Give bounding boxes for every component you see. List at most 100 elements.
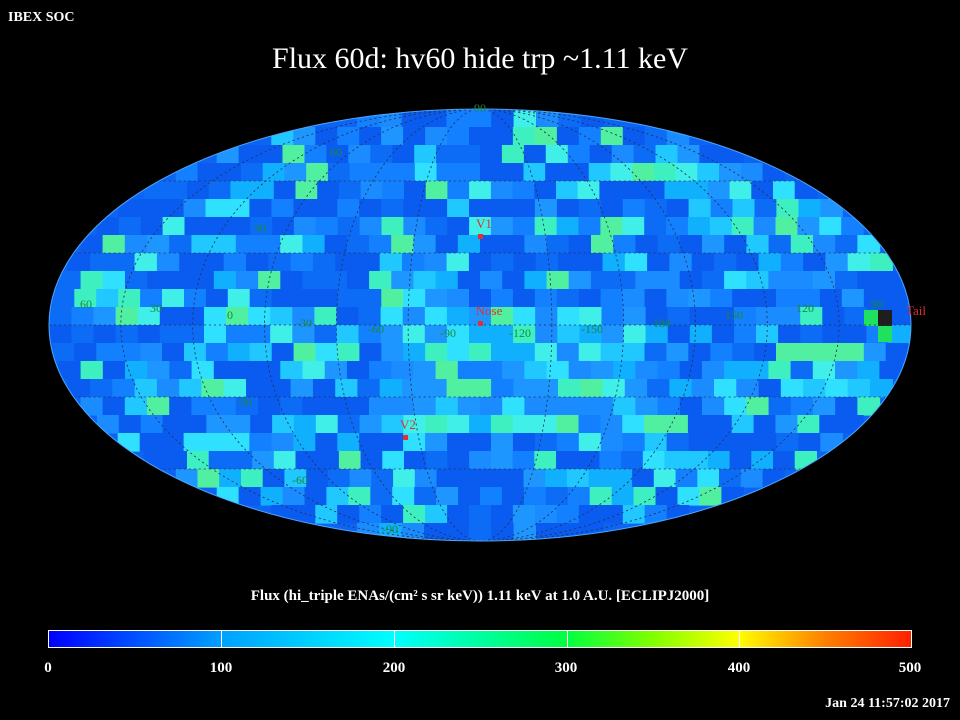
flux-pixel [337, 127, 360, 146]
flux-pixel [724, 361, 747, 380]
flux-pixel [293, 505, 316, 524]
flux-pixel [879, 271, 903, 290]
v2-marker [403, 435, 408, 440]
flux-pixel [622, 199, 646, 218]
flux-pixel [270, 325, 293, 344]
flux-pixel [162, 343, 185, 362]
flux-pixel [490, 415, 514, 434]
flux-pixel [664, 181, 687, 200]
flux-pixel [557, 325, 580, 344]
flux-pixel [380, 307, 404, 326]
flux-pixel [740, 163, 764, 182]
lat-label-30: 30 [254, 221, 266, 235]
flux-pixel [447, 127, 470, 146]
flux-pixel [863, 289, 887, 308]
flux-pixel [270, 307, 293, 326]
flux-pixel [183, 433, 207, 452]
flux-pixel [175, 163, 199, 182]
flux-pixel [216, 145, 240, 164]
flux-pixel [425, 127, 448, 146]
flux-pixel [295, 181, 318, 200]
flux-pixel [125, 271, 148, 290]
flux-pixel [140, 217, 164, 236]
flux-pixel [513, 253, 537, 272]
flux-pixel [556, 415, 580, 434]
flux-pixel [403, 199, 426, 218]
flux-pixel [642, 181, 666, 200]
flux-pixel [558, 379, 581, 398]
flux-pixel [315, 289, 338, 308]
flux-pixel [93, 307, 117, 326]
flux-pixel [147, 397, 170, 416]
flux-pixel [161, 433, 185, 452]
lat-label-minus60: -60 [292, 473, 308, 487]
colorbar-tick-300: 300 [554, 660, 578, 676]
meridian-line [407, 109, 553, 541]
flux-pixel [611, 145, 635, 164]
flux-pixel [502, 361, 525, 380]
flux-pixel [357, 253, 381, 272]
flux-pixel [491, 127, 514, 146]
flux-pixel [249, 343, 273, 362]
flux-pixel [566, 163, 590, 182]
lat-label-60-left: 60 [80, 297, 92, 311]
flux-pixel [610, 163, 633, 182]
flux-pixel [578, 289, 602, 308]
flux-pixel [545, 487, 569, 506]
flux-pixel [380, 325, 404, 344]
flux-pixel [469, 433, 492, 452]
flux-pixel [480, 163, 503, 182]
flux-pixel [778, 325, 801, 344]
flux-pixel [863, 343, 887, 362]
flux-pixel [447, 181, 470, 200]
flux-pixel [191, 397, 215, 416]
colorbar-divider [221, 631, 222, 647]
flux-pixel [147, 235, 170, 254]
flux-pixel [80, 271, 104, 290]
flux-pixel [546, 235, 570, 254]
flux-pixel [756, 325, 779, 344]
flux-pixel [102, 361, 126, 380]
flux-pixel [578, 217, 601, 236]
flux-pixel [857, 361, 880, 380]
flux-pixel [820, 199, 843, 218]
flux-pixel [137, 325, 161, 344]
flux-pixel [293, 343, 317, 362]
flux-pixel [644, 199, 668, 218]
flux-pixel [546, 271, 570, 290]
flux-pixel [446, 109, 470, 128]
flux-pixel [293, 433, 316, 452]
flux-pixel [841, 217, 864, 236]
flux-pixel [679, 235, 703, 254]
flux-pixel [740, 469, 764, 488]
flux-pixel [382, 451, 405, 470]
flux-pixel [124, 235, 148, 254]
flux-pixel [491, 325, 514, 344]
flux-pixel [115, 307, 139, 326]
flux-pixel [348, 487, 371, 506]
flux-pixel [446, 379, 470, 398]
flux-pixel [392, 487, 415, 506]
flux-pixel [52, 289, 75, 308]
flux-pixel [688, 433, 712, 452]
flux-pixel [622, 289, 645, 308]
flux-pixel [391, 235, 414, 254]
flux-pixel [147, 271, 170, 290]
flux-pixel [360, 181, 383, 200]
flux-pixel [359, 415, 383, 434]
flux-pixel [697, 469, 720, 488]
flux-pixel [534, 451, 557, 470]
flux-pixel [118, 343, 141, 362]
flux-pixel [666, 127, 690, 146]
flux-pixel [162, 217, 186, 236]
flux-pixel [425, 199, 448, 218]
flux-pixel [424, 253, 448, 272]
flux-pixel [118, 289, 141, 308]
flux-pixel [436, 163, 459, 182]
flux-pixel [480, 397, 503, 416]
flux-pixel [304, 145, 327, 164]
flux-pixel [147, 361, 170, 380]
flux-pixel [248, 307, 271, 326]
flux-pixel [117, 199, 141, 218]
flux-pixel [359, 217, 383, 236]
